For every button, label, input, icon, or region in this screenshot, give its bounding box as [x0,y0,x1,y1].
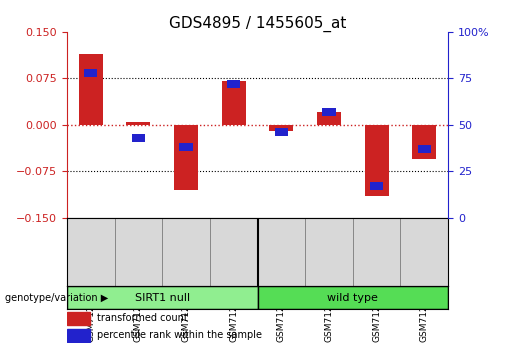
Bar [180,143,193,151]
Text: genotype/variation ▶: genotype/variation ▶ [5,292,108,303]
Bar [227,80,240,88]
Bar [317,112,341,125]
Bar [114,218,162,286]
Text: wild type: wild type [328,292,378,303]
Bar [275,128,288,136]
Text: percentile rank within the sample: percentile rank within the sample [97,330,263,340]
Bar [418,145,431,153]
Bar [305,218,353,286]
Bar [258,218,305,286]
Bar [258,286,448,309]
Bar [401,218,448,286]
Bar [269,125,293,131]
Bar [67,218,115,286]
Bar [162,218,210,286]
Title: GDS4895 / 1455605_at: GDS4895 / 1455605_at [169,16,346,32]
Bar [67,312,90,325]
Bar [132,133,145,142]
Bar [79,53,102,125]
Bar [67,286,258,309]
Bar [84,69,97,77]
Bar [174,125,198,190]
Bar [127,122,150,125]
Text: SIRT1 null: SIRT1 null [134,292,190,303]
Bar [210,218,258,286]
Bar [353,218,401,286]
Bar [322,108,335,116]
Bar [370,182,383,190]
Text: transformed count: transformed count [97,313,188,323]
Bar [67,329,90,342]
Bar [413,125,436,159]
Bar [365,125,388,196]
Bar [222,81,246,125]
